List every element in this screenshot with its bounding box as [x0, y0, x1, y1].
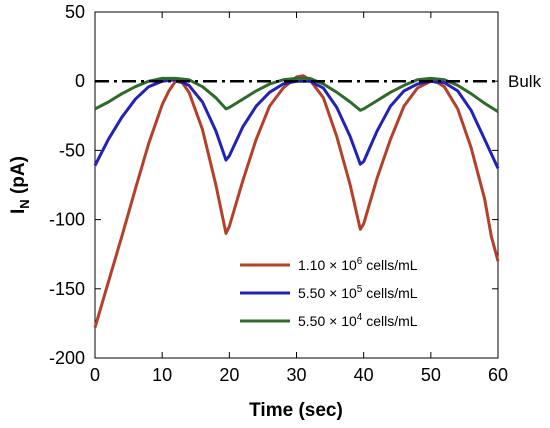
y-axis-label-sub: N	[17, 199, 32, 208]
y-axis-label-main: I	[8, 209, 29, 214]
y-tick-label: -50	[59, 140, 85, 160]
legend-label-exp: 4	[357, 312, 363, 323]
legend-label-coef: 1.10	[298, 257, 329, 273]
legend-label-exp: 6	[357, 256, 363, 267]
x-tick-label: 0	[90, 365, 100, 385]
series-group	[93, 74, 500, 329]
plot-area	[94, 11, 499, 359]
y-axis-label-unit: (pA)	[8, 156, 29, 199]
legend-label-base: × 10	[329, 285, 357, 301]
legend-label-base: × 10	[329, 257, 357, 273]
x-axis-label: Time (sec)	[249, 400, 343, 421]
y-axis: 50 0 -50 -100 -150 -200	[49, 2, 498, 368]
y-tick-label: -150	[49, 279, 85, 299]
legend-label-base: × 10	[329, 313, 357, 329]
y-tick-label: -100	[49, 210, 85, 230]
y-tick-label: 50	[65, 2, 85, 22]
x-tick-label: 50	[421, 365, 441, 385]
legend-label-3: 5.50 × 104 cells/mL	[298, 312, 418, 329]
bulk-reference-line-group: Bulk	[508, 72, 542, 91]
legend-label-unit: cells/mL	[362, 257, 417, 273]
x-axis: 0 10 20 30 40 50 60	[90, 12, 508, 385]
legend-label-unit: cells/mL	[362, 285, 417, 301]
legend-label-unit: cells/mL	[362, 313, 417, 329]
legend-label-coef: 5.50	[298, 313, 329, 329]
x-tick-label: 20	[219, 365, 239, 385]
y-tick-label: -200	[49, 348, 85, 368]
legend: 1.10 × 106 cells/mL5.50 × 105 cells/mL5.…	[240, 256, 418, 329]
x-tick-label: 60	[488, 365, 508, 385]
legend-label-2: 5.50 × 105 cells/mL	[298, 284, 418, 301]
series-line-3	[94, 76, 499, 113]
bulk-label: Bulk	[508, 72, 542, 91]
y-axis-label: IN (pA)	[8, 156, 32, 214]
legend-label-exp: 5	[357, 284, 363, 295]
legend-label-coef: 5.50	[298, 285, 329, 301]
x-tick-label: 30	[286, 365, 306, 385]
x-tick-label: 10	[152, 365, 172, 385]
x-tick-label: 40	[354, 365, 374, 385]
series-line-1	[93, 74, 500, 329]
y-tick-label: 0	[75, 71, 85, 91]
legend-label-1: 1.10 × 106 cells/mL	[298, 256, 418, 273]
